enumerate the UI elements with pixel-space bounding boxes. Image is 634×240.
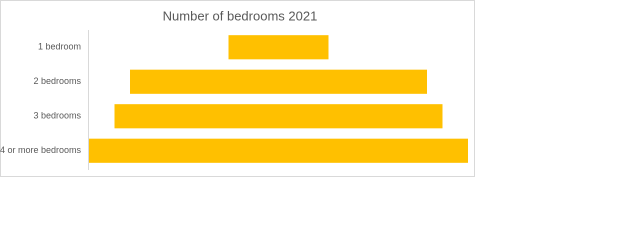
- chart-title: Number of bedrooms 2021: [163, 8, 318, 23]
- category-label: 3 bedrooms: [33, 111, 81, 121]
- category-label: 2 bedrooms: [33, 76, 81, 86]
- bar: [228, 35, 329, 60]
- bar: [114, 104, 443, 129]
- category-label: 4 or more bedrooms: [0, 145, 81, 155]
- category-label: 1 bedroom: [38, 42, 81, 52]
- bar: [89, 138, 468, 163]
- bar: [130, 69, 427, 94]
